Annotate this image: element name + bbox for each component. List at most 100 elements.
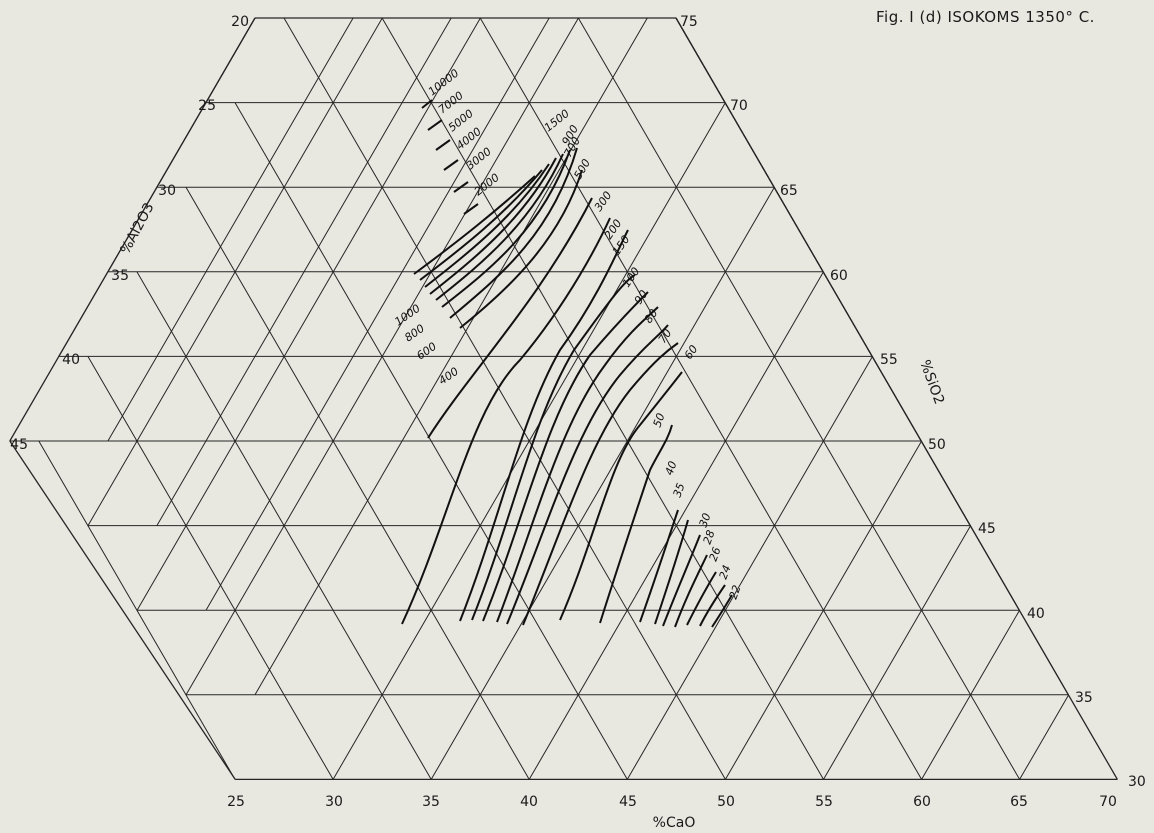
cao-tick: 70 xyxy=(1099,794,1117,810)
grid-line xyxy=(479,17,923,780)
cao-tick: 25 xyxy=(227,794,245,810)
sio2-tick: 60 xyxy=(830,268,848,284)
isokom-labels: 1000070005000400030002000150010009008007… xyxy=(392,67,743,601)
grid-line xyxy=(430,186,775,780)
isokom-label: 800 xyxy=(402,322,427,345)
isokom-line xyxy=(482,291,649,622)
isokom-line xyxy=(435,153,564,301)
al2o3-axis-title: %Al2O3 xyxy=(117,200,157,257)
cao-tick: 45 xyxy=(619,794,637,810)
cao-tick: 40 xyxy=(520,794,538,810)
cao-tick: 65 xyxy=(1010,794,1028,810)
isokom-line xyxy=(599,424,673,624)
grid-line xyxy=(156,17,452,526)
al2o3-tick-labels: 20 25 30 35 40 45 xyxy=(10,14,249,453)
isokom-line xyxy=(459,169,583,329)
cao-tick: 35 xyxy=(422,794,440,810)
grid-line xyxy=(87,356,334,780)
isokom-label: 22 xyxy=(727,583,744,601)
isokom-line xyxy=(443,159,459,171)
cao-tick: 30 xyxy=(325,794,343,810)
isokom-label: 26 xyxy=(707,545,724,563)
cao-tick: 50 xyxy=(717,794,735,810)
isokom-line xyxy=(413,175,536,275)
isokom-line xyxy=(419,169,543,281)
al2o3-tick: 20 xyxy=(231,14,249,30)
isokom-label: 40 xyxy=(663,459,680,477)
isokom-line xyxy=(711,594,733,628)
cao-tick: 55 xyxy=(815,794,833,810)
grid-line xyxy=(675,17,1069,696)
cao-tick-labels: 25 30 35 40 45 50 55 60 65 70 xyxy=(227,794,1117,810)
isokom-line xyxy=(559,371,683,621)
sio2-tick: 35 xyxy=(1075,690,1093,706)
sio2-tick: 55 xyxy=(880,352,898,368)
isokom-line xyxy=(686,571,717,626)
isokom-line xyxy=(674,554,708,628)
isokom-label: 500 xyxy=(571,157,593,182)
isokom-label: 50 xyxy=(651,411,668,429)
isokom-line xyxy=(427,197,593,439)
isokom-line xyxy=(639,509,679,623)
isokom-line xyxy=(441,149,571,308)
sio2-tick: 40 xyxy=(1027,606,1045,622)
grid-line xyxy=(577,17,1021,780)
sio2-tick: 75 xyxy=(680,14,698,30)
isokom-line xyxy=(463,203,479,215)
grid-line xyxy=(107,17,354,442)
isokom-line xyxy=(453,181,469,193)
isokom-label: 28 xyxy=(701,528,718,546)
isokom-label: 400 xyxy=(436,365,461,388)
grid-line xyxy=(136,271,432,780)
al2o3-tick: 40 xyxy=(62,352,80,368)
isokom-label: 90 xyxy=(632,288,651,307)
isokom-line xyxy=(662,534,701,627)
isokom-label: 24 xyxy=(717,563,734,581)
grid-line xyxy=(58,17,256,357)
isokom-label: 600 xyxy=(414,340,439,363)
sio2-tick: 45 xyxy=(978,521,996,537)
grid-line xyxy=(9,440,236,780)
isokom-line xyxy=(506,324,669,625)
isokom-label: 35 xyxy=(671,481,688,499)
isokom-line xyxy=(424,163,550,288)
sio2-tick: 30 xyxy=(1128,774,1146,790)
isokom-line xyxy=(435,139,451,151)
isokom-label: 300 xyxy=(592,189,615,214)
grid-line xyxy=(38,440,236,780)
grid-line xyxy=(205,17,550,611)
al2o3-tick: 25 xyxy=(198,98,216,114)
grid-line xyxy=(1019,694,1070,780)
isokom-line xyxy=(421,99,433,109)
sio2-tick: 65 xyxy=(780,183,798,199)
isokom-line xyxy=(496,306,659,623)
isokom-lines xyxy=(401,99,733,628)
isokom-label: 3000 xyxy=(464,145,494,172)
isokom-line xyxy=(654,519,689,625)
isokom-line xyxy=(522,342,679,626)
al2o3-tick: 45 xyxy=(10,437,28,453)
grid-line xyxy=(626,356,873,780)
cao-tick: 60 xyxy=(913,794,931,810)
sio2-tick: 70 xyxy=(730,98,748,114)
triangular-grid xyxy=(9,17,1118,781)
al2o3-tick: 35 xyxy=(111,268,129,284)
sio2-tick-labels: 75 70 65 60 55 50 45 40 35 30 xyxy=(680,14,1146,790)
isokom-line xyxy=(459,229,629,622)
grid-line xyxy=(234,102,628,780)
isokom-label: 30 xyxy=(697,511,714,529)
figure-title: Fig. I (d) ISOKOMS 1350° C. xyxy=(876,8,1095,26)
sio2-axis-title: %SiO2 xyxy=(916,358,947,407)
isokom-label: 70 xyxy=(656,327,675,346)
grid-line xyxy=(823,525,972,780)
isokom-line xyxy=(429,157,557,295)
isokom-line xyxy=(427,119,443,131)
grid-line xyxy=(136,17,481,611)
cao-axis-title: %CaO xyxy=(653,815,696,831)
isokom-label: 80 xyxy=(642,307,661,326)
isokom-line xyxy=(471,274,636,621)
grid-line xyxy=(185,186,530,780)
sio2-tick: 50 xyxy=(928,437,946,453)
grid-line xyxy=(254,17,648,696)
